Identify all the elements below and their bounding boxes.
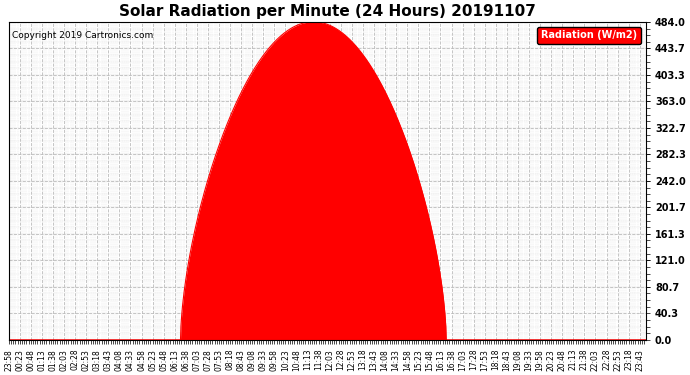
Legend: Radiation (W/m2): Radiation (W/m2) bbox=[538, 27, 641, 44]
Text: Copyright 2019 Cartronics.com: Copyright 2019 Cartronics.com bbox=[12, 31, 153, 40]
Title: Solar Radiation per Minute (24 Hours) 20191107: Solar Radiation per Minute (24 Hours) 20… bbox=[119, 4, 535, 19]
